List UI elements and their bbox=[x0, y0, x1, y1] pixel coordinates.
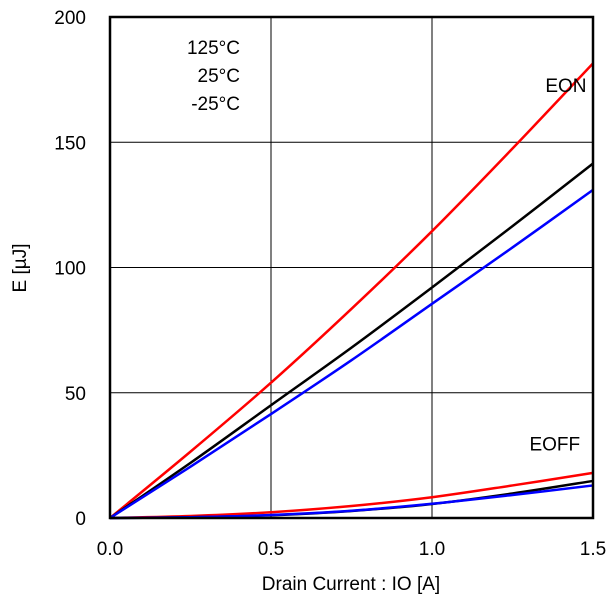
annotation-eon: EON bbox=[545, 76, 586, 97]
x-tick-label: 0.0 bbox=[97, 539, 123, 560]
legend: 125°C 25°C -25°C bbox=[187, 38, 240, 115]
series-eon-25c bbox=[109, 162, 594, 520]
series-eon-125c bbox=[109, 62, 594, 519]
legend-entry: 125°C bbox=[187, 38, 240, 59]
y-axis-label: E [µJ] bbox=[10, 244, 31, 293]
y-tick-labels: 0 50 100 150 200 bbox=[54, 8, 86, 530]
y-tick-label: 150 bbox=[54, 133, 86, 154]
y-tick-label: 0 bbox=[75, 509, 86, 530]
annotations: EON EOFF bbox=[529, 76, 586, 455]
plot-frame bbox=[108, 15, 595, 520]
grid-lines bbox=[110, 17, 593, 518]
x-axis-label: Drain Current : IO [A] bbox=[262, 574, 440, 595]
y-tick-label: 50 bbox=[65, 384, 86, 405]
series-eoff-25c bbox=[109, 479, 594, 520]
y-tick-label: 100 bbox=[54, 259, 86, 280]
y-tick-label: 200 bbox=[54, 8, 86, 29]
x-tick-label: 0.5 bbox=[258, 539, 284, 560]
x-tick-label: 1.0 bbox=[419, 539, 445, 560]
legend-entry: 25°C bbox=[198, 66, 240, 87]
series-group bbox=[109, 62, 594, 520]
series-eon-minus25c bbox=[109, 188, 594, 520]
legend-entry: -25°C bbox=[191, 94, 240, 115]
series-eoff-minus25c bbox=[109, 484, 594, 520]
x-tick-label: 1.5 bbox=[580, 539, 606, 560]
series-eoff-125c bbox=[109, 471, 594, 520]
annotation-eoff: EOFF bbox=[529, 434, 580, 455]
x-tick-labels: 0.0 0.5 1.0 1.5 bbox=[97, 539, 606, 560]
